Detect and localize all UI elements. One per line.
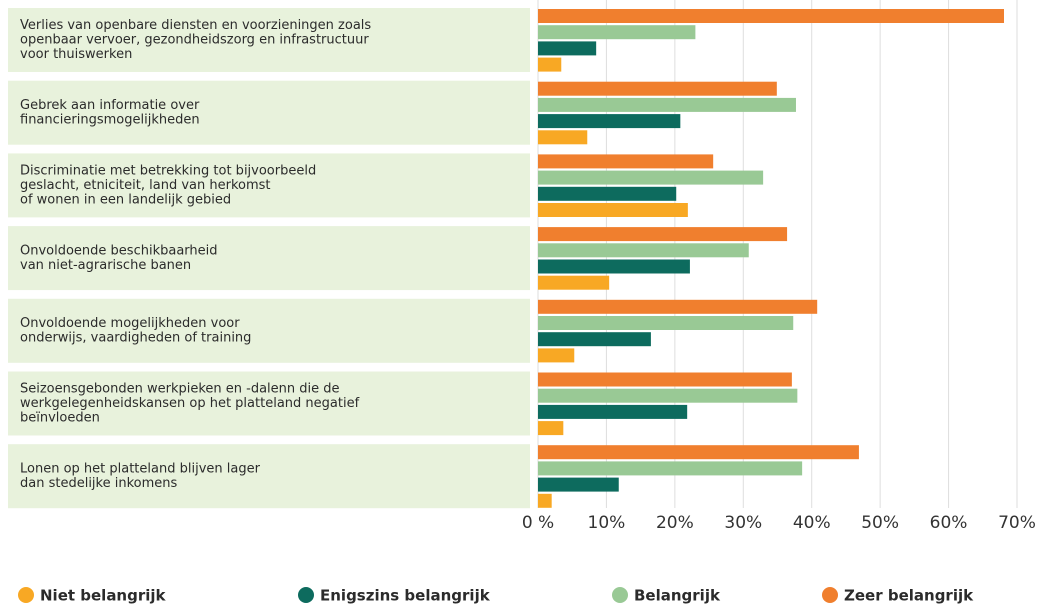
bar [538, 81, 777, 96]
category-label: geslacht, etniciteit, land van herkomst [20, 178, 271, 193]
bar [538, 461, 803, 476]
bar [538, 445, 859, 460]
bar [538, 170, 764, 185]
bar [538, 114, 681, 129]
x-tick-label: 30% [724, 513, 762, 533]
category-box [8, 298, 530, 363]
category-label: onderwijs, vaardigheden of training [20, 331, 251, 346]
legend-label: Enigszins belangrijk [320, 587, 491, 605]
legend-marker [18, 587, 34, 603]
category-label: voor thuiswerken [20, 47, 132, 62]
category-label: financieringsmogelijkheden [20, 112, 200, 127]
legend-marker [298, 587, 314, 603]
bar [538, 9, 1004, 23]
category-label: Discriminatie met betrekking tot bijvoor… [20, 163, 316, 178]
legend-label: Zeer belangrijk [844, 587, 974, 605]
bar [538, 316, 794, 330]
x-tick-label: 40% [793, 513, 831, 533]
category-box [8, 444, 530, 509]
bar [538, 243, 749, 258]
bar [538, 348, 575, 363]
bar [538, 388, 798, 403]
bar [538, 97, 796, 112]
legend-marker [612, 587, 628, 603]
category-label: Gebrek aan informatie over [20, 98, 200, 113]
category-box [8, 371, 530, 436]
bar [538, 421, 564, 436]
bar [538, 154, 714, 169]
bar [538, 41, 597, 56]
category-label: Seizoensgebonden werkpieken en -dalenn d… [20, 382, 340, 397]
bar [538, 186, 677, 201]
category-label: werkgelegenheidskansen op het platteland… [20, 396, 360, 411]
category-label: Onvoldoende beschikbaarheid [20, 243, 218, 258]
bar [538, 372, 792, 387]
category-label: openbaar vervoer, gezondheidszorg en inf… [20, 33, 369, 48]
bar [538, 404, 688, 419]
bar [538, 477, 619, 492]
bar [538, 227, 788, 242]
category-label: dan stedelijke inkomens [20, 476, 178, 491]
x-tick-label: 20% [656, 513, 694, 533]
bar [538, 259, 690, 274]
category-box [8, 80, 530, 145]
category-box [8, 153, 530, 218]
x-tick-label: 50% [861, 513, 899, 533]
bar [538, 493, 552, 508]
bar [538, 332, 651, 347]
bar [538, 130, 588, 145]
x-tick-label: 60% [930, 513, 968, 533]
category-label: beïnvloeden [20, 411, 100, 426]
bar [538, 203, 688, 217]
bar [538, 25, 696, 40]
category-label: Lonen op het platteland blijven lager [20, 461, 261, 476]
legend-label: Niet belangrijk [40, 587, 167, 605]
category-box [8, 8, 530, 72]
x-tick-label: 0 % [522, 513, 554, 533]
category-label: of wonen in een landelijk gebied [20, 192, 231, 207]
bar [538, 299, 818, 314]
category-label: Verlies van openbare diensten en voorzie… [20, 18, 371, 33]
legend-marker [822, 587, 838, 603]
bar [538, 57, 562, 72]
x-tick-label: 10% [588, 513, 626, 533]
bar [538, 275, 610, 290]
category-label: Onvoldoende mogelijkheden voor [20, 316, 240, 331]
x-tick-label: 70% [998, 513, 1036, 533]
legend-label: Belangrijk [634, 587, 721, 605]
category-label: van niet-agrarische banen [20, 258, 191, 273]
category-box [8, 226, 530, 291]
